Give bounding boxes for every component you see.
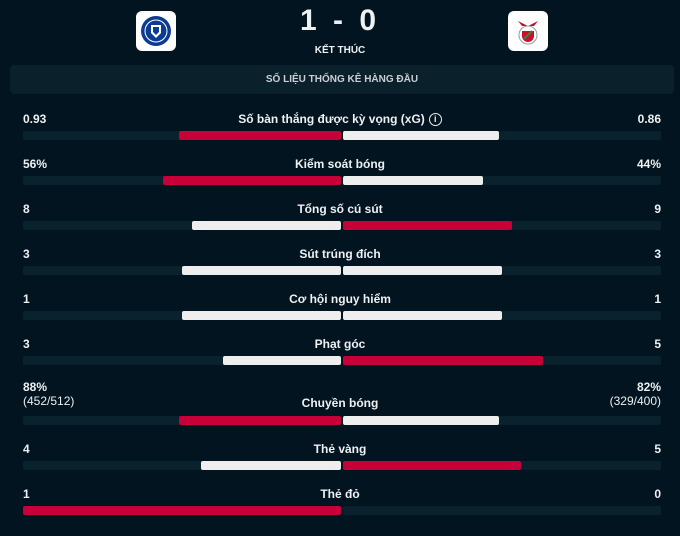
home-bar-track (23, 266, 341, 275)
home-value: 3 (23, 337, 30, 351)
away-bar-track (343, 311, 661, 320)
stat-label: Thẻ vàng (313, 442, 367, 456)
away-bar-fill (343, 176, 483, 185)
home-bar-fill (179, 131, 341, 140)
home-bar-track (23, 311, 341, 320)
home-bar-fill (179, 416, 341, 425)
home-bar-fill (163, 176, 341, 185)
stat-label: Phạt góc (314, 337, 366, 351)
away-bar-track (343, 461, 661, 470)
stat-label: Sút trúng đích (299, 247, 381, 261)
away-bar-fill (343, 131, 499, 140)
away-bar-track (343, 266, 661, 275)
home-bar-track (23, 131, 341, 140)
home-bar-track (23, 356, 341, 365)
home-bar-fill (223, 356, 341, 365)
home-value: 1 (23, 292, 30, 306)
match-score: 1 - 0 (299, 4, 381, 37)
home-sub-value: (452/512) (23, 394, 75, 408)
stat-label: Thẻ đỏ (320, 487, 360, 501)
home-bar-fill (23, 506, 341, 515)
away-value: 3 (654, 247, 661, 261)
away-bar-fill (343, 356, 543, 365)
home-bar-fill (192, 221, 341, 230)
away-bar-fill (343, 266, 502, 275)
stat-label: Chuyền bóng (301, 396, 379, 410)
home-bar-track (23, 506, 341, 515)
away-value: 1 (654, 292, 661, 306)
away-bar-track (343, 506, 661, 515)
away-team-logo[interactable] (508, 11, 548, 51)
away-value: 5 (654, 442, 661, 456)
away-bar-fill (343, 311, 502, 320)
home-bar-fill (182, 311, 341, 320)
away-bar-track (343, 131, 661, 140)
home-bar-track (23, 416, 341, 425)
away-sub-value: (329/400) (609, 394, 661, 408)
section-header: SỐ LIỆU THỐNG KÊ HÀNG ĐẦU (10, 65, 674, 94)
away-value: 0 (654, 487, 661, 501)
home-team-logo[interactable] (136, 11, 176, 51)
away-bar-fill (343, 461, 521, 470)
home-bar-fill (182, 266, 341, 275)
home-bar-track (23, 461, 341, 470)
away-bar-fill (343, 416, 499, 425)
away-bar-track (343, 416, 661, 425)
home-value: 88% (452/512) (23, 380, 75, 408)
away-value: 44% (636, 157, 661, 171)
stat-label: Cơ hội nguy hiểm (289, 292, 391, 306)
away-value: 82% (329/400) (609, 380, 661, 408)
home-value: 0.93 (23, 112, 47, 126)
away-value: 0.86 (637, 112, 661, 126)
home-bar-track (23, 221, 341, 230)
away-value: 9 (654, 202, 661, 216)
away-bar-fill (343, 221, 512, 230)
away-bar-track (343, 221, 661, 230)
home-value: 3 (23, 247, 30, 261)
home-value: 1 (23, 487, 30, 501)
stat-label: Số bàn thắng được kỳ vọng (xG) i (0, 112, 680, 126)
info-icon[interactable]: i (428, 113, 442, 126)
match-status: KẾT THÚC (314, 45, 366, 56)
stat-label: Tổng số cú sút (297, 202, 383, 216)
stat-label: Kiểm soát bóng (294, 157, 385, 171)
away-value: 5 (654, 337, 661, 351)
home-value: 8 (23, 202, 30, 216)
home-value: 4 (23, 442, 30, 456)
home-value: 56% (23, 157, 48, 171)
home-bar-track (23, 176, 341, 185)
home-bar-fill (201, 461, 341, 470)
away-bar-track (343, 176, 661, 185)
away-bar-track (343, 356, 661, 365)
